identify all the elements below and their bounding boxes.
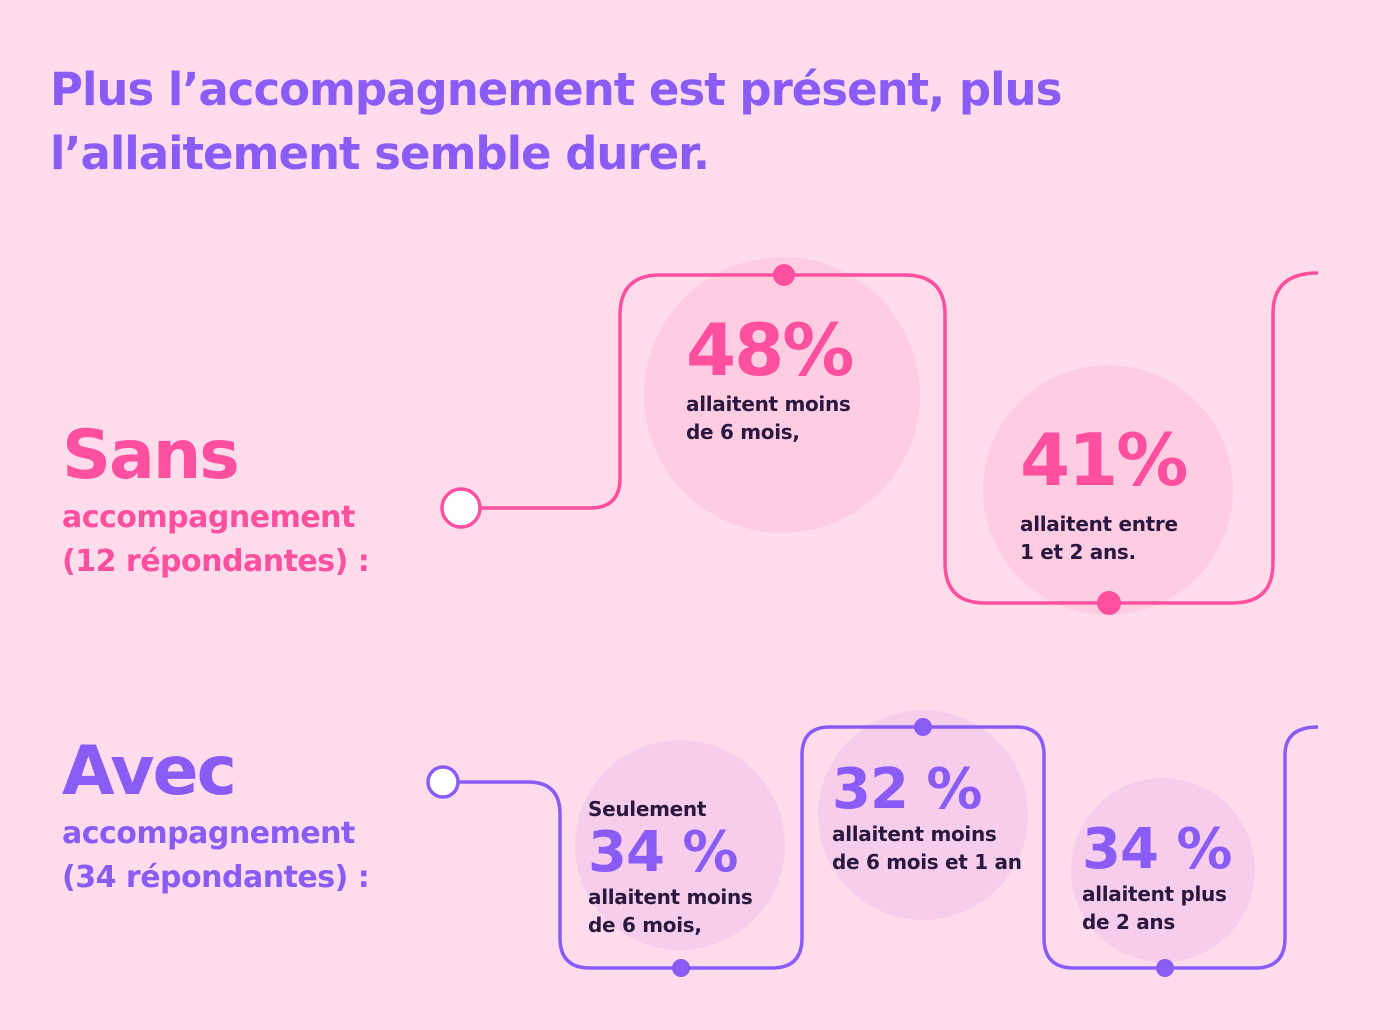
- avec-stat-3-text-1: allaitent plus: [1082, 882, 1227, 906]
- sans-stat-2-text-1: allaitent entre: [1020, 512, 1178, 536]
- blob-avec-2: [818, 710, 1028, 920]
- avec-top-dot: [914, 718, 932, 736]
- sans-stat-2-text-2: 1 et 2 ans.: [1020, 540, 1136, 564]
- avec-stat-3-text-2: de 2 ans: [1082, 910, 1175, 934]
- sans-subtitle-line-1: accompagnement: [62, 500, 355, 535]
- avec-subtitle-line-2: (34 répondantes) :: [62, 860, 370, 895]
- sans-heading: Sans: [62, 416, 240, 495]
- sans-subtitle-line-2: (12 répondantes) :: [62, 544, 370, 579]
- page-title: Plus l’accompagnement est présent, plus …: [50, 58, 1250, 186]
- avec-stat-3-value: 34 %: [1082, 817, 1233, 882]
- blob-avec-1: [575, 740, 785, 950]
- avec-stat-2-text-1: allaitent moins: [832, 822, 997, 846]
- title-line-1: Plus l’accompagnement est présent, plus: [50, 63, 1062, 116]
- avec-subtitle-line-1: accompagnement: [62, 816, 355, 851]
- avec-stat-3: 34 % allaitent plus de 2 ans: [1082, 817, 1233, 936]
- sans-stat-1-value: 48%: [686, 308, 854, 392]
- avec-bottom-dot-2: [1156, 959, 1174, 977]
- sans-stat-1-text-2: de 6 mois,: [686, 420, 800, 444]
- avec-stat-2: 32 % allaitent moins de 6 mois et 1 an: [832, 760, 1022, 876]
- avec-group-label: Avec accompagnement (34 répondantes) :: [62, 732, 370, 900]
- sans-bottom-dot: [1097, 591, 1121, 615]
- sans-stat-1-text-1: allaitent moins: [686, 392, 851, 416]
- title-line-2: l’allaitement semble durer.: [50, 127, 710, 180]
- blob-avec-3: [1071, 778, 1255, 962]
- avec-connector-line: [458, 725, 1319, 970]
- sans-start-node: [440, 487, 482, 529]
- sans-stat-2-value: 41%: [1020, 418, 1188, 502]
- avec-stat-1: Seulement 34 % allaitent moins de 6 mois…: [588, 795, 753, 939]
- blob-sans-2: [983, 365, 1233, 615]
- avec-stat-1-text-2: de 6 mois,: [588, 913, 702, 937]
- avec-stat-2-value: 32 %: [832, 757, 983, 822]
- avec-heading: Avec: [62, 732, 237, 811]
- sans-connector-line: [480, 271, 1319, 605]
- avec-stat-1-text-1: allaitent moins: [588, 885, 753, 909]
- avec-bottom-dot-1: [672, 959, 690, 977]
- sans-stat-1: 48% allaitent moins de 6 mois,: [686, 308, 854, 446]
- sans-stat-2: 41% allaitent entre 1 et 2 ans.: [1020, 418, 1188, 566]
- sans-group-label: Sans accompagnement (12 répondantes) :: [62, 416, 370, 584]
- avec-stat-2-text-2: de 6 mois et 1 an: [832, 850, 1022, 874]
- avec-stat-1-prefix: Seulement: [588, 797, 707, 821]
- blob-sans-1: [644, 257, 920, 533]
- avec-stat-1-value: 34 %: [588, 820, 739, 885]
- sans-top-dot: [773, 264, 795, 286]
- avec-start-node: [426, 765, 460, 799]
